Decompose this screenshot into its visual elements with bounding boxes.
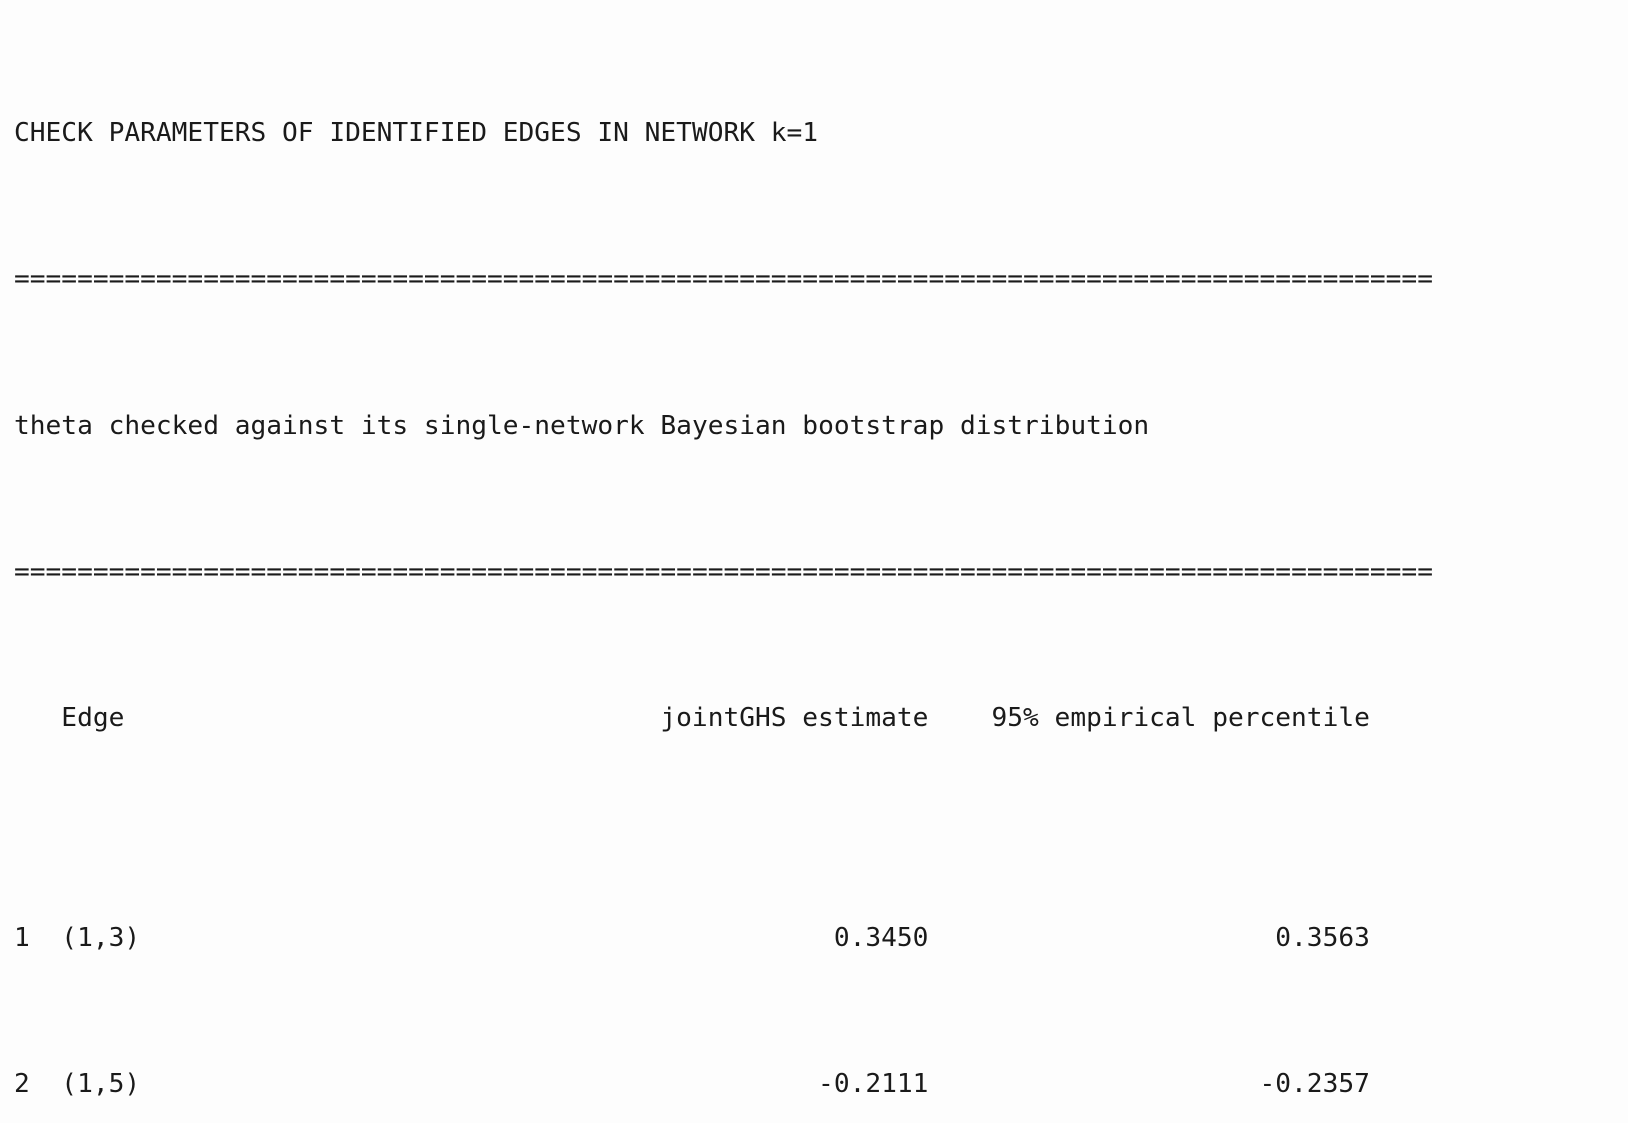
subtitle: theta checked against its single-network… [14,410,1150,441]
table-row: 1 (1,3) 0.3450 0.3563 [14,920,1628,957]
edge-cell: (1,5) [61,1069,141,1100]
separator-subtitle: ========================================… [14,556,1433,587]
header-percentile: 95% empirical percentile [991,703,1370,734]
row-number: 2 [14,1069,30,1100]
row-number: 1 [14,922,30,953]
estimate-cell: -0.2111 [818,1069,929,1100]
header-estimate: jointGHS estimate [660,703,929,734]
header-edge: Edge [61,703,125,734]
edge-cell: (1,3) [61,922,141,953]
page-title: CHECK PARAMETERS OF IDENTIFIED EDGES IN … [14,117,819,148]
table-header-row: Edge jointGHS estimate 95% empirical perce… [14,700,1628,737]
estimate-cell: 0.3450 [833,922,929,953]
percentile-cell: -0.2357 [1259,1069,1370,1100]
table-row: 2 (1,5) -0.2111 -0.2357 [14,1066,1628,1103]
percentile-cell: 0.3563 [1275,922,1370,953]
separator-top: ========================================… [14,264,1433,295]
table-body: 1 (1,3) 0.3450 0.3563 2 (1,5) -0.2111 -0.2357 … [14,847,1628,1123]
